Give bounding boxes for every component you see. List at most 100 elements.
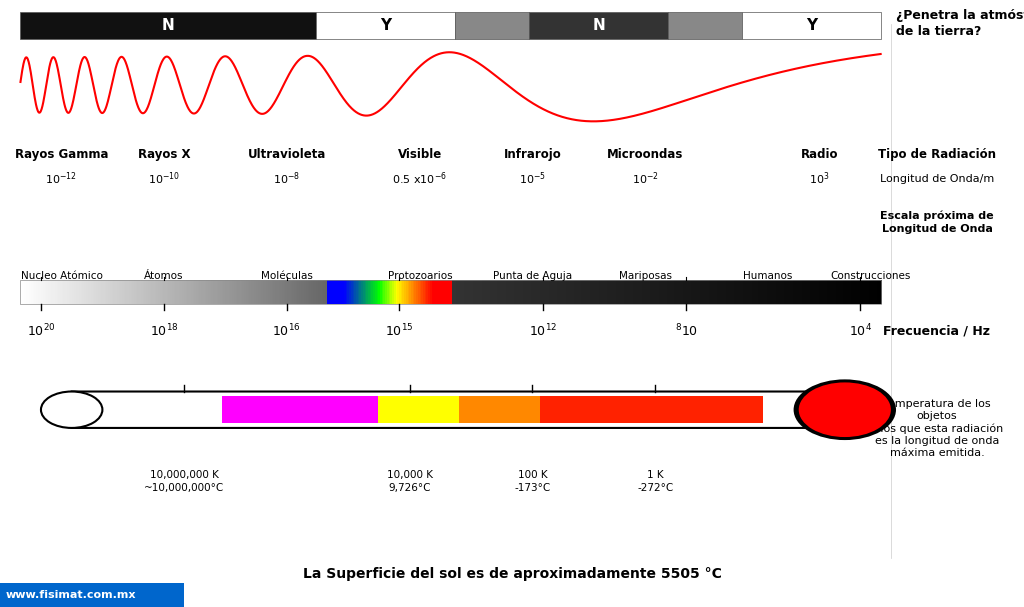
Bar [693, 280, 696, 304]
Bar [177, 280, 180, 304]
Bar [540, 280, 543, 304]
Bar [109, 280, 111, 304]
Bar [308, 280, 310, 304]
Bar [425, 280, 427, 304]
Bar [798, 280, 801, 304]
Bar [466, 280, 469, 304]
Bar [180, 280, 183, 304]
Bar [690, 280, 692, 304]
Bar [820, 280, 823, 304]
Bar [36, 280, 39, 304]
Bar [114, 280, 116, 304]
Text: Longitud de Onda/m: Longitud de Onda/m [880, 174, 994, 184]
Bar [61, 280, 65, 304]
Bar [631, 280, 634, 304]
Bar [196, 280, 199, 304]
Bar [862, 280, 864, 304]
Bar [655, 280, 658, 304]
Bar [833, 280, 836, 304]
Bar [106, 280, 110, 304]
Bar [437, 280, 439, 304]
Bar [136, 280, 138, 304]
Bar [817, 280, 820, 304]
Bar [20, 280, 24, 304]
Text: 10$^{-10}$: 10$^{-10}$ [147, 171, 180, 188]
Bar [731, 280, 734, 304]
Bar [357, 280, 360, 304]
Text: www.fisimat.com.mx: www.fisimat.com.mx [5, 590, 135, 600]
Bar [762, 280, 765, 304]
Bar [635, 280, 637, 304]
Bar [468, 280, 470, 304]
Bar [415, 280, 417, 304]
Bar [39, 280, 42, 304]
Bar [45, 280, 47, 304]
Bar [711, 280, 713, 304]
Text: 10$^{18}$: 10$^{18}$ [150, 322, 178, 339]
Bar [774, 280, 777, 304]
Bar [645, 280, 648, 304]
Bar [516, 280, 519, 304]
Text: Construcciones: Construcciones [830, 271, 910, 281]
Text: es la longitud de onda: es la longitud de onda [874, 436, 999, 446]
Bar [297, 280, 300, 304]
Bar [426, 280, 429, 304]
Bar [526, 280, 529, 304]
Bar [158, 280, 161, 304]
Bar [124, 280, 126, 304]
Bar [94, 280, 97, 304]
Bar [600, 280, 603, 304]
Circle shape [794, 379, 896, 440]
Bar [451, 280, 454, 304]
Bar [23, 280, 25, 304]
Bar [860, 280, 863, 304]
Bar [26, 280, 29, 304]
Bar [43, 280, 46, 304]
Bar [549, 280, 551, 304]
Bar [561, 280, 563, 304]
Bar [583, 280, 586, 304]
Bar [406, 280, 409, 304]
Bar [855, 280, 857, 304]
Bar [567, 280, 570, 304]
Bar [87, 396, 222, 423]
Bar [306, 280, 309, 304]
Bar [410, 280, 412, 304]
Bar [402, 280, 406, 304]
Bar [721, 280, 723, 304]
Bar [795, 280, 798, 304]
Bar [605, 280, 608, 304]
Bar [856, 280, 859, 304]
Bar [399, 280, 401, 304]
Bar [256, 280, 259, 304]
Bar [67, 280, 70, 304]
Bar [542, 280, 545, 304]
Bar [557, 280, 560, 304]
Bar [797, 280, 799, 304]
Bar [38, 280, 40, 304]
Bar [609, 280, 611, 304]
Text: Temperatura de los: Temperatura de los [883, 399, 991, 409]
Bar [803, 280, 806, 304]
Bar [488, 280, 492, 304]
Bar [840, 280, 842, 304]
Circle shape [799, 382, 891, 437]
Bar [630, 280, 632, 304]
FancyBboxPatch shape [72, 392, 840, 428]
Bar [289, 280, 292, 304]
Bar [870, 280, 873, 304]
Bar [807, 280, 809, 304]
Bar [610, 280, 613, 304]
Text: Infrarojo: Infrarojo [504, 148, 561, 161]
Bar [435, 280, 438, 304]
Bar [329, 280, 331, 304]
Bar [56, 280, 59, 304]
Bar [387, 280, 390, 304]
Bar [260, 280, 262, 304]
Bar [664, 280, 667, 304]
Bar [74, 280, 77, 304]
Bar [456, 12, 529, 39]
Bar [535, 280, 538, 304]
Bar [744, 280, 748, 304]
Bar [142, 280, 145, 304]
